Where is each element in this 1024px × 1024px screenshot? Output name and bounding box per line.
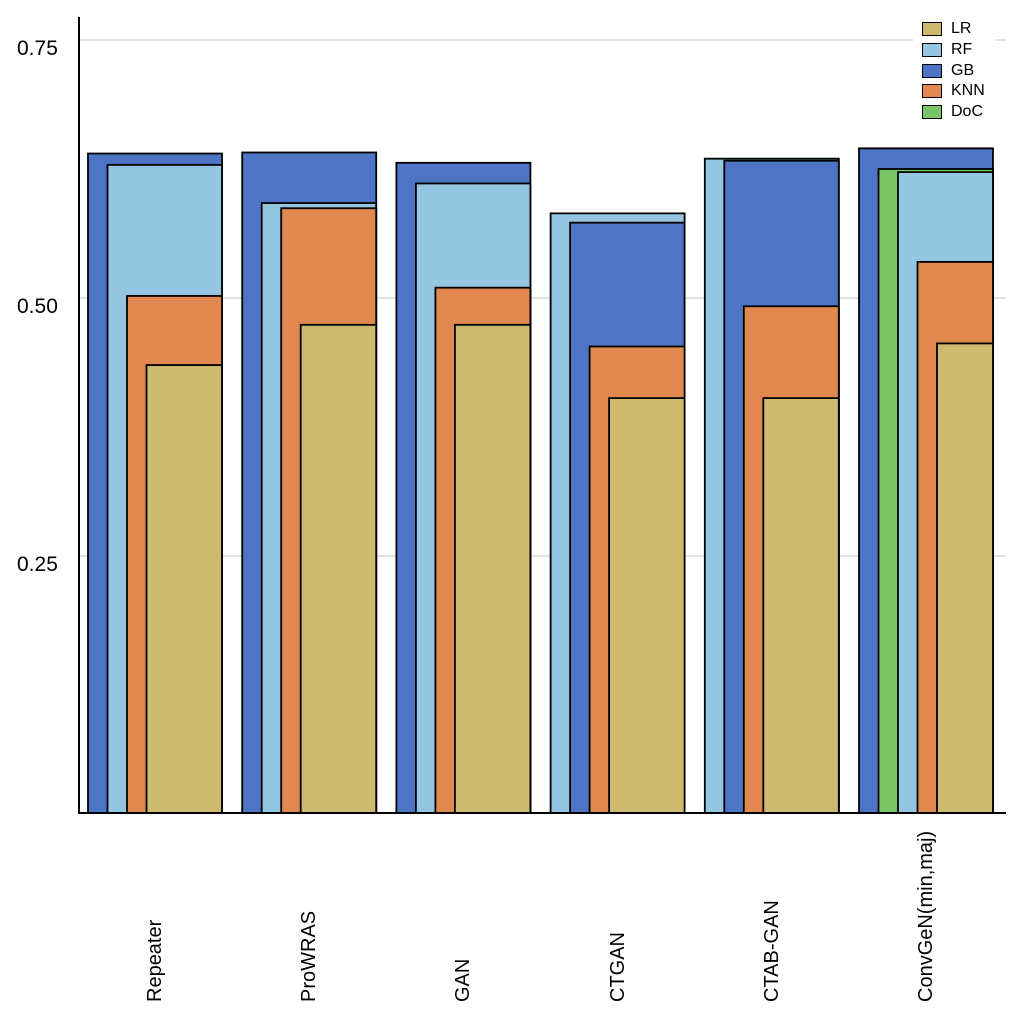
legend-item-gb: GB bbox=[922, 60, 985, 81]
x-tick-label-repeater: Repeater bbox=[144, 919, 166, 1002]
y-tick-label-0.25: 0.25 bbox=[17, 553, 58, 576]
x-tick-label-convgen-min-maj-: ConvGeN(min,maj) bbox=[915, 830, 937, 1002]
legend-label-knn: KNN bbox=[951, 82, 985, 100]
bar-lr-convgen-min-maj- bbox=[936, 342, 994, 814]
y-tick-label-0.50: 0.50 bbox=[17, 295, 58, 318]
legend-label-doc: DoC bbox=[951, 103, 984, 121]
legend-item-lr: LR bbox=[922, 19, 985, 40]
legend-item-knn: KNN bbox=[922, 81, 985, 102]
legend-swatch-knn bbox=[922, 84, 942, 99]
bar-lr-ctgan bbox=[608, 397, 686, 814]
x-tick-label-prowras: ProWRAS bbox=[298, 910, 321, 1002]
bar-lr-ctab-gan bbox=[762, 397, 840, 814]
x-tick-label-ctgan: CTGAN bbox=[606, 932, 629, 1002]
y-tick-label-0.75: 0.75 bbox=[17, 37, 58, 60]
bar-lr-prowras bbox=[299, 323, 378, 814]
legend-swatch-gb bbox=[922, 63, 942, 78]
legend-item-doc: DoC bbox=[922, 102, 985, 123]
legend-label-rf: RF bbox=[951, 41, 973, 59]
x-tick-label-ctab-gan: CTAB-GAN bbox=[760, 900, 783, 1002]
legend-label-lr: LR bbox=[951, 20, 972, 38]
legend-swatch-doc bbox=[922, 105, 942, 120]
legend-item-rf: RF bbox=[922, 40, 985, 61]
legend: LR RF GB KNN DoC bbox=[913, 14, 995, 129]
bar-lr-repeater bbox=[145, 364, 223, 814]
legend-label-gb: GB bbox=[951, 61, 975, 79]
legend-swatch-lr bbox=[922, 22, 942, 37]
legend-swatch-rf bbox=[922, 43, 942, 58]
x-tick-label-gan: GAN bbox=[452, 958, 475, 1002]
bar-lr-gan bbox=[453, 323, 532, 814]
